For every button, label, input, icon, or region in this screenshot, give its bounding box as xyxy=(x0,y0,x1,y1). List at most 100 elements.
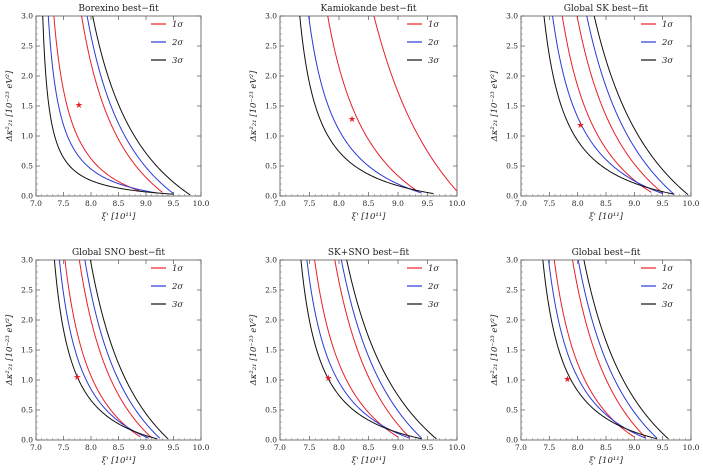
x-tick-label: 8.0 xyxy=(85,443,97,452)
contour-3sigma-branch-2 xyxy=(346,260,437,440)
chart-title: Kamiokande best−fit xyxy=(321,4,417,14)
chart-panel-4: Global SNO best−fit 7.0 7.5 8.0 8.5 9.0 9.5 10.… xyxy=(5,248,210,466)
chart-title: Global best−fit xyxy=(572,248,641,258)
x-tick-label: 10.0 xyxy=(449,443,466,452)
y-tick-label: 2.5 xyxy=(21,286,33,295)
y-tick-label: 2.5 xyxy=(265,42,277,51)
contour-2sigma-branch-1 xyxy=(308,16,422,194)
x-tick-label: 8.0 xyxy=(572,443,584,452)
x-tick-label: 8.0 xyxy=(333,443,345,452)
y-tick-label: 3.0 xyxy=(265,12,277,21)
y-tick-label: 1.0 xyxy=(506,376,518,385)
x-tick-label: 7.5 xyxy=(543,443,555,452)
contour-2sigma-branch-2 xyxy=(84,260,161,439)
contour-1sigma-branch-1 xyxy=(53,16,141,192)
contour-2sigma-branch-1 xyxy=(306,260,410,439)
legend-label-2sigma: 2σ xyxy=(427,282,439,292)
legend-label-1sigma: 1σ xyxy=(172,20,183,30)
x-tick-label: 9.5 xyxy=(168,199,180,208)
y-tick-label: 3.0 xyxy=(265,256,277,265)
chart-title: Global SK best−fit xyxy=(564,4,649,14)
y-tick-label: 3.0 xyxy=(506,12,518,21)
legend-label-2sigma: 2σ xyxy=(171,282,183,292)
y-tick-label: 2.0 xyxy=(265,316,277,325)
best-fit-marker: ★ xyxy=(73,373,81,383)
x-tick-label: 7.0 xyxy=(274,443,286,452)
legend-label-3sigma: 3σ xyxy=(662,56,673,66)
contour-3sigma-branch-2 xyxy=(593,16,689,196)
y-tick-label: 3.0 xyxy=(21,256,33,265)
contour-2sigma-branch-2 xyxy=(340,260,422,439)
contour-1sigma-branch-2 xyxy=(334,260,411,438)
x-axis-label: ξ' [10¹¹] xyxy=(102,456,137,466)
y-tick-label: 0.5 xyxy=(506,406,518,415)
chart-panel-2: Kamiokande best−fit 7.0 7.5 8.0 8.5 9.0 9.5 10.… xyxy=(249,4,466,222)
contour-2sigma-branch-2 xyxy=(86,16,174,194)
y-tick-label: 1.0 xyxy=(265,376,277,385)
x-tick-label: 9.0 xyxy=(392,443,404,452)
x-tick-label: 8.0 xyxy=(572,199,584,208)
y-tick-label: 0.0 xyxy=(506,192,518,201)
x-tick-label: 8.5 xyxy=(363,199,375,208)
y-tick-label: 0.5 xyxy=(506,162,518,171)
y-tick-label: 2.0 xyxy=(21,316,33,325)
x-axis-label: ξ' [10¹¹] xyxy=(589,212,624,222)
x-axis-label: ξ' [10¹¹] xyxy=(352,456,387,466)
contour-3sigma-branch-1 xyxy=(542,260,658,440)
contour-1sigma-branch-2 xyxy=(571,260,647,438)
y-axis-label: Δκ²₂₁ [10⁻²³ eV²] xyxy=(490,314,500,386)
x-tick-label: 9.5 xyxy=(657,199,669,208)
x-tick-label: 8.5 xyxy=(113,443,125,452)
legend-label-1sigma: 1σ xyxy=(172,264,183,274)
y-tick-label: 0.5 xyxy=(21,162,33,171)
y-tick-label: 0.0 xyxy=(265,192,277,201)
x-tick-label: 7.0 xyxy=(30,443,42,452)
y-tick-label: 1.5 xyxy=(21,346,33,355)
contour-3sigma-branch-1 xyxy=(543,16,675,195)
chart-panel-1: Borexino best−fit 7.0 7.5 8.0 8.5 9.0 9.5 10.0 0… xyxy=(5,4,210,222)
x-tick-label: 7.5 xyxy=(304,443,316,452)
contour-1sigma-branch-1 xyxy=(327,16,416,191)
x-tick-label: 10.0 xyxy=(193,199,210,208)
y-tick-label: 2.0 xyxy=(506,72,518,81)
legend-label-1sigma: 1σ xyxy=(428,20,439,30)
x-tick-label: 9.5 xyxy=(168,443,180,452)
x-tick-label: 7.5 xyxy=(58,443,70,452)
y-axis-label: Δκ²₂₁ [10⁻²³ eV²] xyxy=(490,70,500,142)
contour-2sigma-branch-1 xyxy=(548,260,646,439)
x-tick-label: 9.0 xyxy=(140,199,152,208)
x-tick-label: 8.5 xyxy=(113,199,125,208)
x-tick-label: 10.0 xyxy=(193,443,210,452)
y-tick-label: 1.5 xyxy=(21,102,33,111)
y-tick-label: 0.5 xyxy=(265,162,277,171)
y-axis-label: Δκ²₂₁ [10⁻²³ eV²] xyxy=(249,314,259,386)
legend-label-1sigma: 1σ xyxy=(662,264,673,274)
x-tick-label: 8.5 xyxy=(600,199,612,208)
contour-2sigma-branch-1 xyxy=(552,16,663,195)
chart-panel-6: Global best−fit 7.0 7.5 8.0 8.5 9.0 9.5 10.0 0.0… xyxy=(490,248,700,466)
x-tick-label: 10.0 xyxy=(683,443,700,452)
x-tick-label: 8.5 xyxy=(363,443,375,452)
x-axis-label: ξ' [10¹¹] xyxy=(589,456,624,466)
chart-title: Global SNO best−fit xyxy=(72,248,165,258)
contour-3sigma-branch-2 xyxy=(89,260,169,440)
y-axis-label: Δκ²₂₁ [10⁻²³ eV²] xyxy=(249,70,259,142)
y-tick-label: 1.5 xyxy=(506,346,518,355)
y-tick-label: 2.5 xyxy=(506,42,518,51)
y-tick-label: 1.0 xyxy=(21,376,33,385)
legend-label-3sigma: 3σ xyxy=(172,300,183,310)
chart-panel-5: SK+SNO best−fit 7.0 7.5 8.0 8.5 9.0 9.5 10.0 0.0… xyxy=(249,248,466,466)
y-tick-label: 0.0 xyxy=(265,436,277,445)
y-tick-label: 0.0 xyxy=(21,192,33,201)
contour-1sigma-branch-1 xyxy=(553,260,635,438)
y-tick-label: 0.0 xyxy=(506,436,518,445)
y-axis-label: Δκ²₂₁ [10⁻²³ eV²] xyxy=(5,314,15,386)
y-tick-label: 3.0 xyxy=(506,256,518,265)
y-tick-label: 1.5 xyxy=(265,346,277,355)
contour-3sigma-branch-1 xyxy=(53,260,158,440)
chart-title: SK+SNO best−fit xyxy=(328,248,410,258)
y-tick-label: 2.0 xyxy=(506,316,518,325)
contour-2sigma-branch-2 xyxy=(577,260,658,439)
chart-panel-3: Global SK best−fit 7.0 7.5 8.0 8.5 9.0 9.5 10.0… xyxy=(490,4,700,222)
best-fit-marker: ★ xyxy=(576,121,584,131)
